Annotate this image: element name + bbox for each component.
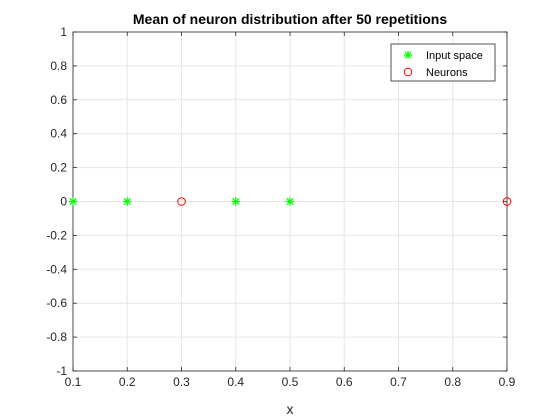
ticks: 0.1 0.2 0.3 0.4 0.5 0.6 0.7 0.8 0.9 1 0.8 0.6 0.4 0.2… [46, 25, 515, 389]
legend-box [390, 43, 496, 82]
x-tick-label: 0.1 [65, 375, 82, 389]
markers [68, 197, 512, 206]
neuron-point [502, 197, 512, 206]
x-tick-label: 0.9 [499, 375, 516, 389]
y-tick-label: -1 [56, 364, 67, 378]
input-space-point [285, 197, 295, 206]
x-tick-label: 0.4 [227, 375, 244, 389]
x-axis-label: x [287, 401, 294, 417]
x-tick-label: 0.3 [173, 375, 190, 389]
chart-title: Mean of neuron distribution after 50 rep… [133, 11, 447, 27]
legend-label: Neurons [426, 67, 468, 79]
legend-input-space-marker [403, 50, 413, 60]
input-space-point [68, 197, 78, 206]
x-tick-label: 0.8 [444, 375, 461, 389]
x-tick-label: 0.5 [282, 375, 299, 389]
grid [72, 31, 508, 372]
y-tick-label: 1 [60, 25, 67, 39]
y-tick-label: 0 [60, 195, 67, 209]
x-tick-label: 0.2 [119, 375, 136, 389]
y-tick-label: 0.2 [50, 161, 67, 175]
y-tick-label: 0.4 [50, 127, 67, 141]
neuron-point [177, 197, 186, 206]
y-tick-label: 0.6 [50, 93, 67, 107]
legend-label: Input space [426, 50, 483, 62]
legend: Input space Neurons [390, 43, 496, 82]
x-tick-label: 0.6 [336, 375, 353, 389]
legend-neurons-marker [403, 67, 413, 77]
x-tick-label: 0.7 [390, 375, 407, 389]
y-tick-label: -0.2 [46, 228, 67, 242]
input-space-point [231, 197, 240, 206]
y-tick-label: -0.6 [46, 296, 67, 310]
y-tick-label: 0.8 [50, 59, 67, 73]
input-space-point [123, 197, 132, 206]
y-tick-label: -0.4 [46, 262, 67, 276]
y-tick-label: -0.8 [46, 330, 67, 344]
